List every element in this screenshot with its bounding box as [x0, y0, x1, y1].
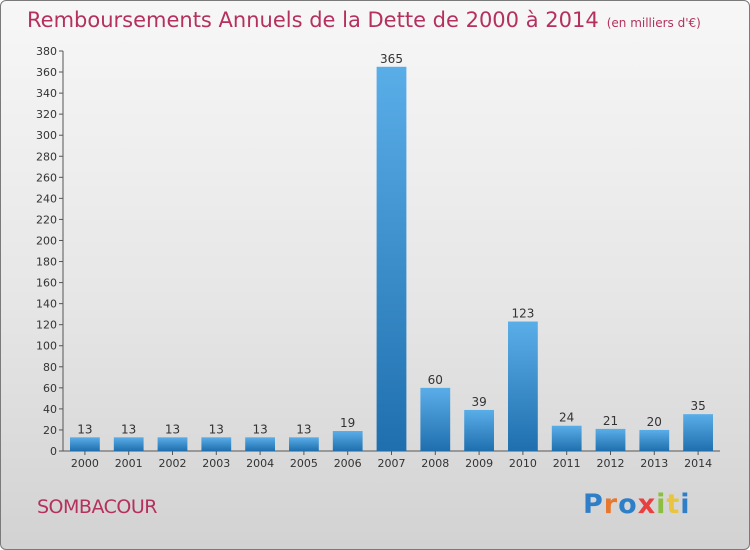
data-label-2009: 39	[471, 395, 486, 409]
bar-2011	[551, 425, 582, 451]
data-label-2006: 19	[340, 416, 355, 430]
x-tick-label-2000: 2000	[71, 457, 99, 470]
bar-2006	[332, 431, 363, 451]
y-tick-label: 120	[36, 319, 57, 332]
y-tick-label: 40	[43, 403, 57, 416]
x-tick-label-2008: 2008	[421, 457, 449, 470]
bar-2014	[683, 414, 713, 451]
brand-letter: x	[637, 489, 657, 520]
y-tick-label: 360	[36, 66, 57, 79]
y-tick-label: 20	[43, 424, 57, 437]
data-label-2007: 365	[380, 52, 403, 66]
y-tick-label: 140	[36, 298, 57, 311]
bar-2003	[201, 437, 232, 451]
chart-title-text: Remboursements Annuels de la Dette de 20…	[27, 8, 599, 32]
data-label-2002: 13	[165, 422, 180, 436]
y-tick-label: 240	[36, 192, 57, 205]
brand-letter: r	[603, 489, 619, 520]
y-tick-label: 60	[43, 382, 57, 395]
y-tick-label: 380	[36, 45, 57, 58]
y-tick-label: 160	[36, 277, 57, 290]
brand-letter: t	[666, 489, 681, 520]
y-tick-label: 220	[36, 213, 57, 226]
bar-2000	[70, 437, 100, 451]
y-tick-label: 320	[36, 108, 57, 121]
y-tick-label: 100	[36, 340, 57, 353]
x-tick-label-2010: 2010	[509, 457, 537, 470]
bar-2008	[420, 387, 451, 451]
bar-2010	[508, 321, 538, 451]
data-label-2000: 13	[77, 422, 92, 436]
x-tick-label-2004: 2004	[246, 457, 274, 470]
bar-2012	[595, 428, 626, 451]
x-tick-label-2014: 2014	[684, 457, 712, 470]
y-tick-label: 80	[43, 361, 57, 374]
bar-2007	[376, 66, 407, 451]
bar-2013	[639, 429, 670, 451]
x-tick-label-2006: 2006	[334, 457, 362, 470]
bar-2002	[157, 437, 188, 451]
y-tick-label: 340	[36, 87, 57, 100]
data-label-2013: 20	[647, 415, 662, 429]
chart-subtitle: (en milliers d'€)	[606, 16, 701, 30]
x-tick-label-2002: 2002	[159, 457, 187, 470]
bar-2001	[113, 437, 144, 451]
brand-letter: P	[583, 489, 604, 520]
y-tick-label: 280	[36, 150, 57, 163]
x-tick-label-2009: 2009	[465, 457, 493, 470]
data-label-2005: 13	[296, 422, 311, 436]
chart-title: Remboursements Annuels de la Dette de 20…	[27, 8, 701, 32]
data-label-2011: 24	[559, 411, 574, 425]
y-tick-label: 180	[36, 256, 57, 269]
y-tick-label: 300	[36, 129, 57, 142]
x-tick-label-2012: 2012	[597, 457, 625, 470]
x-tick-label-2005: 2005	[290, 457, 318, 470]
bar-2005	[289, 437, 319, 451]
data-label-2004: 13	[252, 422, 267, 436]
bar-2009	[464, 409, 494, 451]
x-tick-label-2013: 2013	[640, 457, 668, 470]
brand-letter: o	[618, 489, 638, 520]
data-label-2010: 123	[511, 307, 534, 321]
x-tick-label-2007: 2007	[378, 457, 406, 470]
x-tick-label-2001: 2001	[115, 457, 143, 470]
brand-letter: i	[680, 489, 691, 520]
data-label-2008: 60	[428, 373, 443, 387]
x-tick-label-2003: 2003	[202, 457, 230, 470]
bar-2004	[245, 437, 275, 451]
commune-name: SOMBACOUR	[37, 496, 157, 518]
data-label-2012: 21	[603, 414, 618, 428]
y-tick-label: 200	[36, 234, 57, 247]
data-label-2001: 13	[121, 422, 136, 436]
data-label-2014: 35	[690, 399, 705, 413]
brand-letter: i	[656, 489, 667, 520]
y-tick-label: 260	[36, 171, 57, 184]
proxiti-logo: Proxiti	[583, 489, 691, 520]
x-tick-label-2011: 2011	[553, 457, 581, 470]
data-label-2003: 13	[209, 422, 224, 436]
y-tick-label: 0	[50, 445, 57, 458]
